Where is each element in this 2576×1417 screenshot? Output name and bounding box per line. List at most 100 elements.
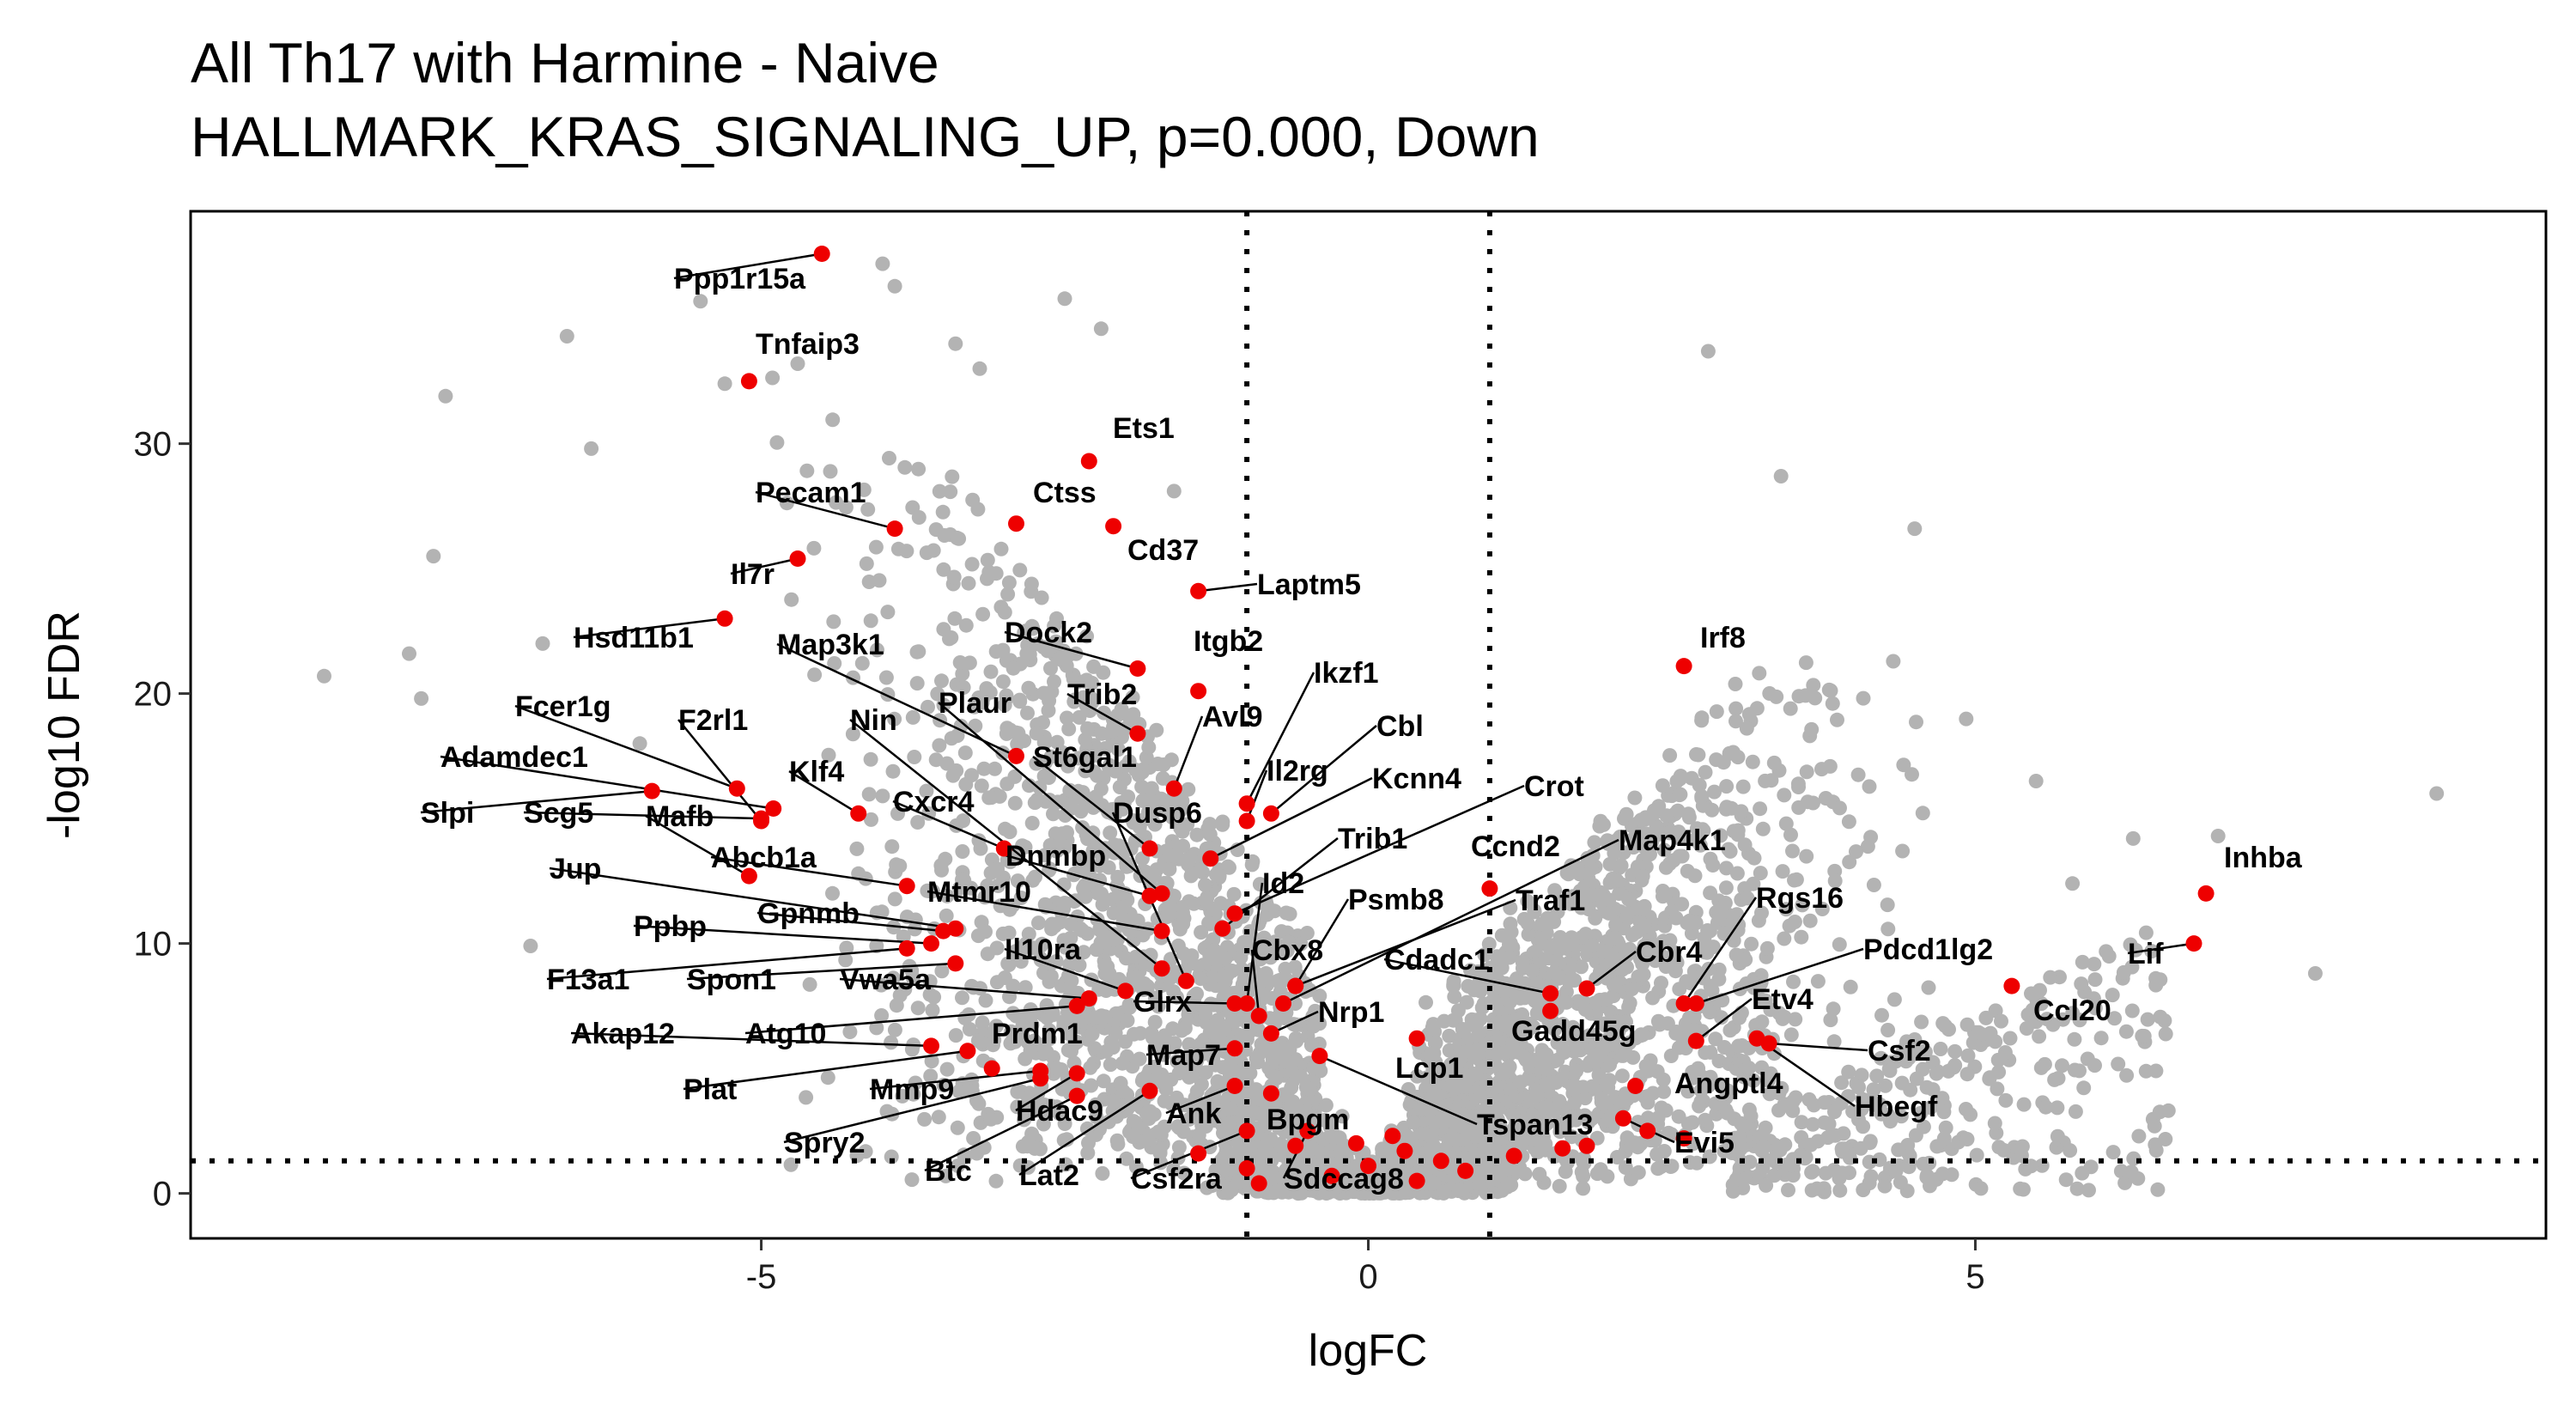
gene-label-ikzf1: Ikzf1 — [1314, 657, 1379, 690]
background-gene-point — [1246, 1105, 1261, 1121]
background-gene-point — [2065, 876, 2081, 891]
background-gene-point — [1471, 1042, 1486, 1057]
background-gene-point — [1056, 901, 1072, 916]
background-gene-point — [1215, 817, 1230, 832]
background-gene-point — [1472, 1176, 1486, 1191]
background-gene-point — [1640, 1095, 1656, 1110]
background-gene-point — [957, 745, 973, 761]
background-gene-point — [1635, 1027, 1650, 1043]
background-gene-point — [861, 575, 877, 589]
background-gene-point — [1668, 1025, 1684, 1039]
background-gene-point — [1959, 711, 1974, 727]
gene-point-pecam1 — [886, 520, 903, 538]
gene-point-ank — [1226, 1078, 1243, 1094]
gene-point-spry2 — [1032, 1070, 1049, 1087]
background-gene-point — [1669, 774, 1685, 789]
gene-label-ccnd2: Ccnd2 — [1471, 830, 1560, 863]
background-gene-point — [1048, 1061, 1064, 1076]
background-gene-point — [890, 806, 905, 821]
highlight-gene-point — [1639, 1122, 1656, 1140]
background-gene-point — [1960, 1048, 1976, 1063]
background-gene-point — [1189, 1084, 1205, 1099]
background-gene-point — [1825, 696, 1840, 711]
x-axis-title: logFC — [1309, 1326, 1428, 1376]
background-gene-point — [1552, 1178, 1567, 1194]
gene-point-ppbp — [923, 935, 939, 952]
background-gene-point — [2148, 1063, 2164, 1079]
gene-label-tnfaip3: Tnfaip3 — [756, 328, 860, 361]
background-gene-point — [1066, 672, 1081, 686]
background-gene-point — [1242, 1066, 1258, 1081]
background-gene-point — [2047, 1072, 2063, 1087]
background-gene-point — [997, 605, 1012, 620]
background-gene-point — [1886, 654, 1901, 669]
background-gene-point — [1938, 1019, 1953, 1034]
background-gene-point — [1637, 919, 1652, 934]
background-gene-point — [895, 1088, 910, 1104]
gene-point-ctss — [1008, 515, 1024, 532]
background-gene-point — [1842, 854, 1857, 870]
gene-label-lcp1: Lcp1 — [1395, 1052, 1463, 1085]
background-gene-point — [966, 1131, 981, 1146]
background-gene-point — [936, 622, 951, 637]
background-gene-point — [1072, 709, 1087, 725]
background-gene-point — [1802, 913, 1818, 928]
background-gene-point — [1709, 752, 1724, 768]
gene-label-irf8: Irf8 — [1700, 622, 1746, 654]
background-gene-point — [1012, 563, 1028, 578]
gene-label-csf2ra: Csf2ra — [1131, 1163, 1223, 1195]
background-gene-point — [1744, 936, 1759, 952]
background-gene-point — [1716, 926, 1732, 941]
background-gene-point — [1655, 778, 1670, 794]
background-gene-point — [1114, 795, 1129, 811]
background-gene-point — [1010, 1084, 1025, 1099]
background-gene-point — [950, 530, 964, 545]
gene-label-pecam1: Pecam1 — [756, 477, 866, 509]
background-gene-point — [838, 500, 854, 515]
background-gene-point — [842, 1025, 858, 1039]
background-gene-point — [1156, 757, 1171, 772]
background-gene-point — [1561, 974, 1577, 989]
background-gene-point — [1713, 828, 1728, 843]
background-gene-point — [769, 435, 785, 450]
gene-point-map7 — [1226, 1040, 1243, 1057]
background-gene-point — [1804, 1165, 1820, 1180]
gene-label-dnmbp: Dnmbp — [1005, 840, 1106, 873]
background-gene-point — [884, 1149, 899, 1165]
background-gene-point — [1175, 900, 1190, 915]
background-gene-point — [1019, 646, 1035, 661]
background-gene-point — [1094, 886, 1109, 902]
background-gene-point — [1755, 821, 1771, 836]
background-gene-point — [884, 839, 900, 854]
background-gene-point — [933, 858, 949, 873]
background-gene-point — [1756, 1139, 1771, 1154]
background-gene-point — [1090, 768, 1105, 783]
background-gene-point — [1832, 1183, 1848, 1198]
background-gene-point — [1609, 1150, 1625, 1165]
background-gene-point — [1226, 886, 1242, 902]
background-gene-point — [1222, 860, 1236, 875]
background-gene-point — [1585, 938, 1600, 953]
background-gene-point — [1869, 1068, 1885, 1084]
highlight-gene-point — [1287, 1137, 1304, 1154]
background-gene-point — [1688, 915, 1704, 931]
background-gene-point — [1698, 1112, 1713, 1128]
background-gene-point — [1080, 721, 1095, 736]
background-gene-point — [1694, 788, 1710, 804]
background-gene-point — [1794, 929, 1809, 945]
background-gene-point — [1001, 575, 1017, 590]
background-gene-point — [1433, 1114, 1449, 1129]
gene-point-akap12 — [923, 1037, 939, 1055]
background-gene-point — [799, 463, 815, 478]
gene-label-btc: Btc — [925, 1155, 972, 1188]
background-gene-point — [1863, 830, 1879, 845]
background-gene-point — [2123, 1165, 2139, 1180]
background-gene-point — [1205, 1025, 1220, 1040]
background-gene-point — [1539, 1077, 1554, 1092]
background-gene-point — [1145, 1108, 1160, 1122]
background-gene-point — [1293, 1068, 1309, 1084]
gene-label-st6gal1: St6gal1 — [1033, 741, 1137, 774]
background-gene-point — [1532, 1166, 1547, 1182]
background-gene-point — [1799, 848, 1814, 864]
background-gene-point — [1083, 1060, 1098, 1075]
